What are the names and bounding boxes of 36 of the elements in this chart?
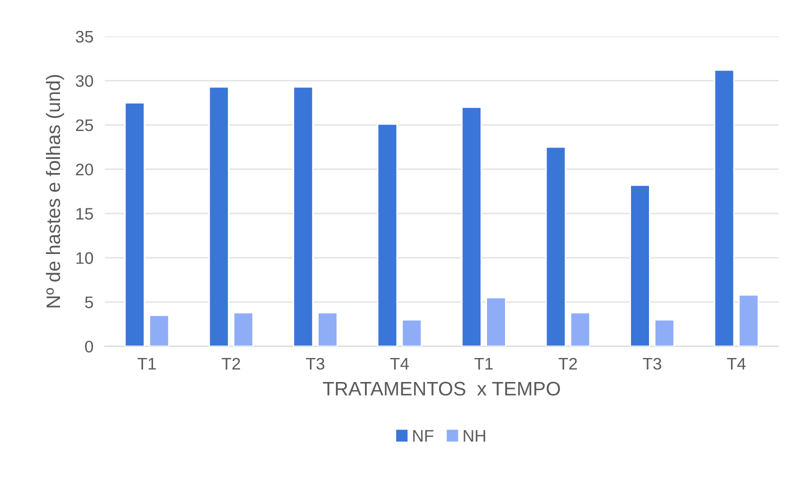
y-tick-label: 5 bbox=[85, 296, 93, 308]
bar bbox=[630, 184, 650, 346]
y-tick-label: 15 bbox=[76, 208, 93, 220]
y-tick-label: 20 bbox=[76, 164, 94, 176]
bar bbox=[317, 312, 338, 346]
y-axis-title: Nº de hastes e folhas (und) bbox=[46, 74, 64, 308]
legend-label: NH bbox=[464, 430, 486, 442]
x-tick-label: T1 bbox=[138, 358, 156, 370]
legend-label: NF bbox=[413, 430, 434, 442]
x-tick-label: T3 bbox=[642, 358, 662, 370]
x-tick-label: T1 bbox=[474, 358, 493, 370]
bar bbox=[232, 312, 254, 346]
bar bbox=[738, 294, 760, 346]
y-tick-label: 0 bbox=[85, 340, 94, 353]
bar bbox=[376, 123, 398, 346]
x-tick-label: T2 bbox=[222, 358, 240, 370]
bar bbox=[401, 319, 422, 346]
y-tick-label: 30 bbox=[76, 75, 94, 87]
y-tick-label: 25 bbox=[76, 119, 93, 132]
bar bbox=[208, 86, 230, 346]
bar bbox=[570, 312, 591, 346]
bar bbox=[461, 106, 482, 346]
x-tick-label: T4 bbox=[727, 358, 746, 370]
x-axis-title: TRATAMENTOS x TEMPO bbox=[322, 382, 560, 396]
bar bbox=[124, 102, 146, 346]
y-tick-label: 10 bbox=[76, 252, 94, 264]
bar bbox=[654, 319, 675, 346]
x-tick-label: T2 bbox=[558, 358, 577, 370]
x-tick-label: T4 bbox=[390, 358, 409, 370]
bar bbox=[545, 146, 566, 346]
bar bbox=[148, 314, 170, 346]
x-tick-label: T3 bbox=[306, 358, 324, 370]
bar bbox=[714, 69, 735, 346]
y-tick-label: 35 bbox=[76, 30, 93, 43]
bar bbox=[292, 86, 314, 346]
bar bbox=[486, 296, 506, 346]
